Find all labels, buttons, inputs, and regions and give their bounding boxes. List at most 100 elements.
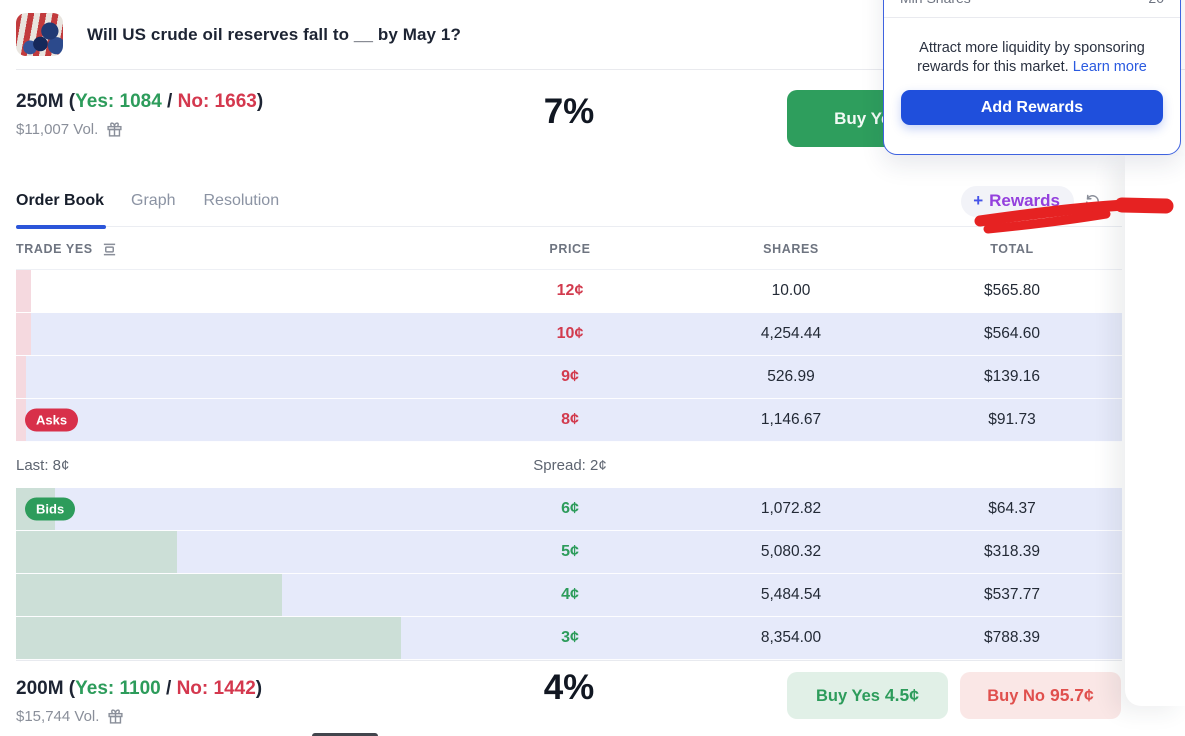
- active-tab-indicator: [16, 225, 106, 229]
- outcome-suffix: ): [255, 678, 263, 699]
- buy-yes-button-200m[interactable]: Buy Yes 4.5¢: [787, 672, 948, 719]
- outcome-name: 250M (: [16, 91, 76, 112]
- bids-badge: Bids: [25, 497, 76, 521]
- bid-depth-bar: [16, 617, 401, 659]
- tab-resolution[interactable]: Resolution: [203, 192, 280, 209]
- ask-total: $91.73: [988, 411, 1036, 428]
- no-count: No: 1663: [177, 91, 257, 112]
- ask-shares: 10.00: [771, 282, 811, 299]
- separator: /: [161, 91, 178, 112]
- tabs-row: Order Book Graph Resolution + Rewards: [0, 185, 1185, 217]
- ask-price: 9¢: [561, 368, 579, 385]
- tab-order-book[interactable]: Order Book: [16, 192, 105, 209]
- popup-description-text: Attract more liquidity by sponsoring rew…: [917, 40, 1145, 75]
- depth-toggle-icon[interactable]: [102, 242, 117, 257]
- bid-price: 6¢: [561, 500, 579, 517]
- min-shares-row: Min Shares 20: [900, 0, 1164, 6]
- outcome-suffix: ): [256, 91, 264, 112]
- tab-graph[interactable]: Graph: [131, 192, 176, 209]
- buy-no-button-200m[interactable]: Buy No 95.7¢: [960, 672, 1121, 719]
- bid-total: $64.37: [988, 500, 1036, 517]
- ask-total: $139.16: [983, 368, 1041, 385]
- clipped-tooltip-edge: [312, 733, 378, 736]
- volume-line: $11,007 Vol.: [16, 121, 1169, 138]
- bid-depth-bar: [16, 531, 177, 573]
- volume-value: $15,744 Vol.: [16, 708, 100, 725]
- ask-depth-bar: [16, 270, 31, 312]
- order-book: TRADE YES PRICE SHARES TOTAL 12¢ 10.00 $…: [16, 229, 1122, 661]
- bid-price: 4¢: [561, 586, 579, 603]
- buy-no-label: Buy No: [987, 687, 1045, 705]
- popup-description: Attract more liquidity by sponsoring rew…: [906, 39, 1158, 77]
- outcome-row-200m: 200M (Yes: 1100 / No: 1442) $15,744 Vol.: [0, 661, 1185, 736]
- ask-total: $565.80: [983, 282, 1041, 299]
- rewards-pill-button[interactable]: + Rewards: [961, 185, 1074, 217]
- bid-row[interactable]: 3¢ 8,354.00 $788.39: [16, 617, 1122, 660]
- bid-shares: 5,080.32: [760, 543, 822, 560]
- ask-row[interactable]: 10¢ 4,254.44 $564.60: [16, 313, 1122, 356]
- last-price-label: Last: 8¢: [16, 456, 70, 474]
- tabs-baseline-divider: [16, 226, 1122, 227]
- ask-shares: 1,146.67: [760, 411, 822, 428]
- ask-price: 8¢: [561, 411, 579, 428]
- ask-shares: 4,254.44: [760, 325, 822, 342]
- min-shares-value: 20: [1148, 0, 1164, 6]
- volume-value: $11,007 Vol.: [16, 121, 99, 138]
- rewards-pill-label: Rewards: [989, 190, 1060, 210]
- ask-depth-bar: [16, 356, 26, 398]
- outcome-row-250m: 250M (Yes: 1084 / No: 1663) $11,007 Vol.: [0, 70, 1185, 150]
- ask-price: 12¢: [556, 282, 584, 299]
- plus-icon: +: [973, 190, 984, 210]
- order-book-header: TRADE YES PRICE SHARES TOTAL: [16, 229, 1122, 270]
- ask-row-best[interactable]: Asks 8¢ 1,146.67 $91.73: [16, 399, 1122, 442]
- gift-icon[interactable]: [106, 121, 123, 138]
- market-header: Will US crude oil reserves fall to __ by…: [0, 0, 1185, 56]
- bid-row-best[interactable]: Bids 6¢ 1,072.82 $64.37: [16, 488, 1122, 531]
- ask-price: 10¢: [556, 325, 584, 342]
- bid-total: $537.77: [983, 586, 1041, 603]
- separator: /: [160, 678, 177, 699]
- buy-yes-label: Buy Yes: [816, 687, 880, 705]
- bid-depth-bar: [16, 574, 282, 616]
- bid-shares: 5,484.54: [760, 586, 822, 603]
- order-book-bottom-divider: [16, 660, 1122, 661]
- total-header: TOTAL: [990, 242, 1034, 256]
- buy-yes-price: 4.5¢: [884, 685, 919, 705]
- refresh-icon[interactable]: [1084, 193, 1101, 210]
- bid-total: $788.39: [983, 629, 1041, 646]
- bid-price: 5¢: [561, 543, 579, 560]
- rewards-popup: Min Shares 20 Attract more liquidity by …: [883, 0, 1181, 155]
- no-count: No: 1442: [176, 678, 256, 699]
- last-spread-row: Last: 8¢ Spread: 2¢: [16, 442, 1122, 488]
- ask-shares: 526.99: [767, 368, 815, 385]
- gift-icon[interactable]: [107, 708, 124, 725]
- ask-total: $564.60: [983, 325, 1041, 342]
- outcome-200m-label: 200M (Yes: 1100 / No: 1442): [16, 678, 1169, 700]
- bid-row[interactable]: 5¢ 5,080.32 $318.39: [16, 531, 1122, 574]
- add-rewards-button[interactable]: Add Rewards: [901, 90, 1163, 125]
- market-title: Will US crude oil reserves fall to __ by…: [87, 24, 461, 44]
- outcome-name: 200M (: [16, 678, 76, 699]
- chance-250m: 7%: [543, 92, 595, 131]
- tabs-underline: [16, 225, 1169, 229]
- volume-line: $15,744 Vol.: [16, 708, 1169, 725]
- learn-more-link[interactable]: Learn more: [1072, 59, 1147, 75]
- price-header: PRICE: [549, 242, 591, 256]
- outcome-250m-label: 250M (Yes: 1084 / No: 1663): [16, 91, 1169, 113]
- bid-price: 3¢: [561, 629, 579, 646]
- bid-total: $318.39: [983, 543, 1041, 560]
- side-panel-edge: [1125, 156, 1185, 706]
- ask-depth-bar: [16, 399, 26, 441]
- bid-row[interactable]: 4¢ 5,484.54 $537.77: [16, 574, 1122, 617]
- bid-shares: 8,354.00: [760, 629, 822, 646]
- ask-row[interactable]: 12¢ 10.00 $565.80: [16, 270, 1122, 313]
- yes-count: Yes: 1100: [75, 678, 161, 699]
- trade-yes-header: TRADE YES: [16, 242, 460, 257]
- ask-row[interactable]: 9¢ 526.99 $139.16: [16, 356, 1122, 399]
- min-shares-label: Min Shares: [900, 0, 971, 6]
- header-divider: [16, 69, 1185, 70]
- market-thumbnail-image: [16, 13, 63, 56]
- yes-count: Yes: 1084: [75, 91, 162, 112]
- chance-200m: 4%: [543, 668, 595, 707]
